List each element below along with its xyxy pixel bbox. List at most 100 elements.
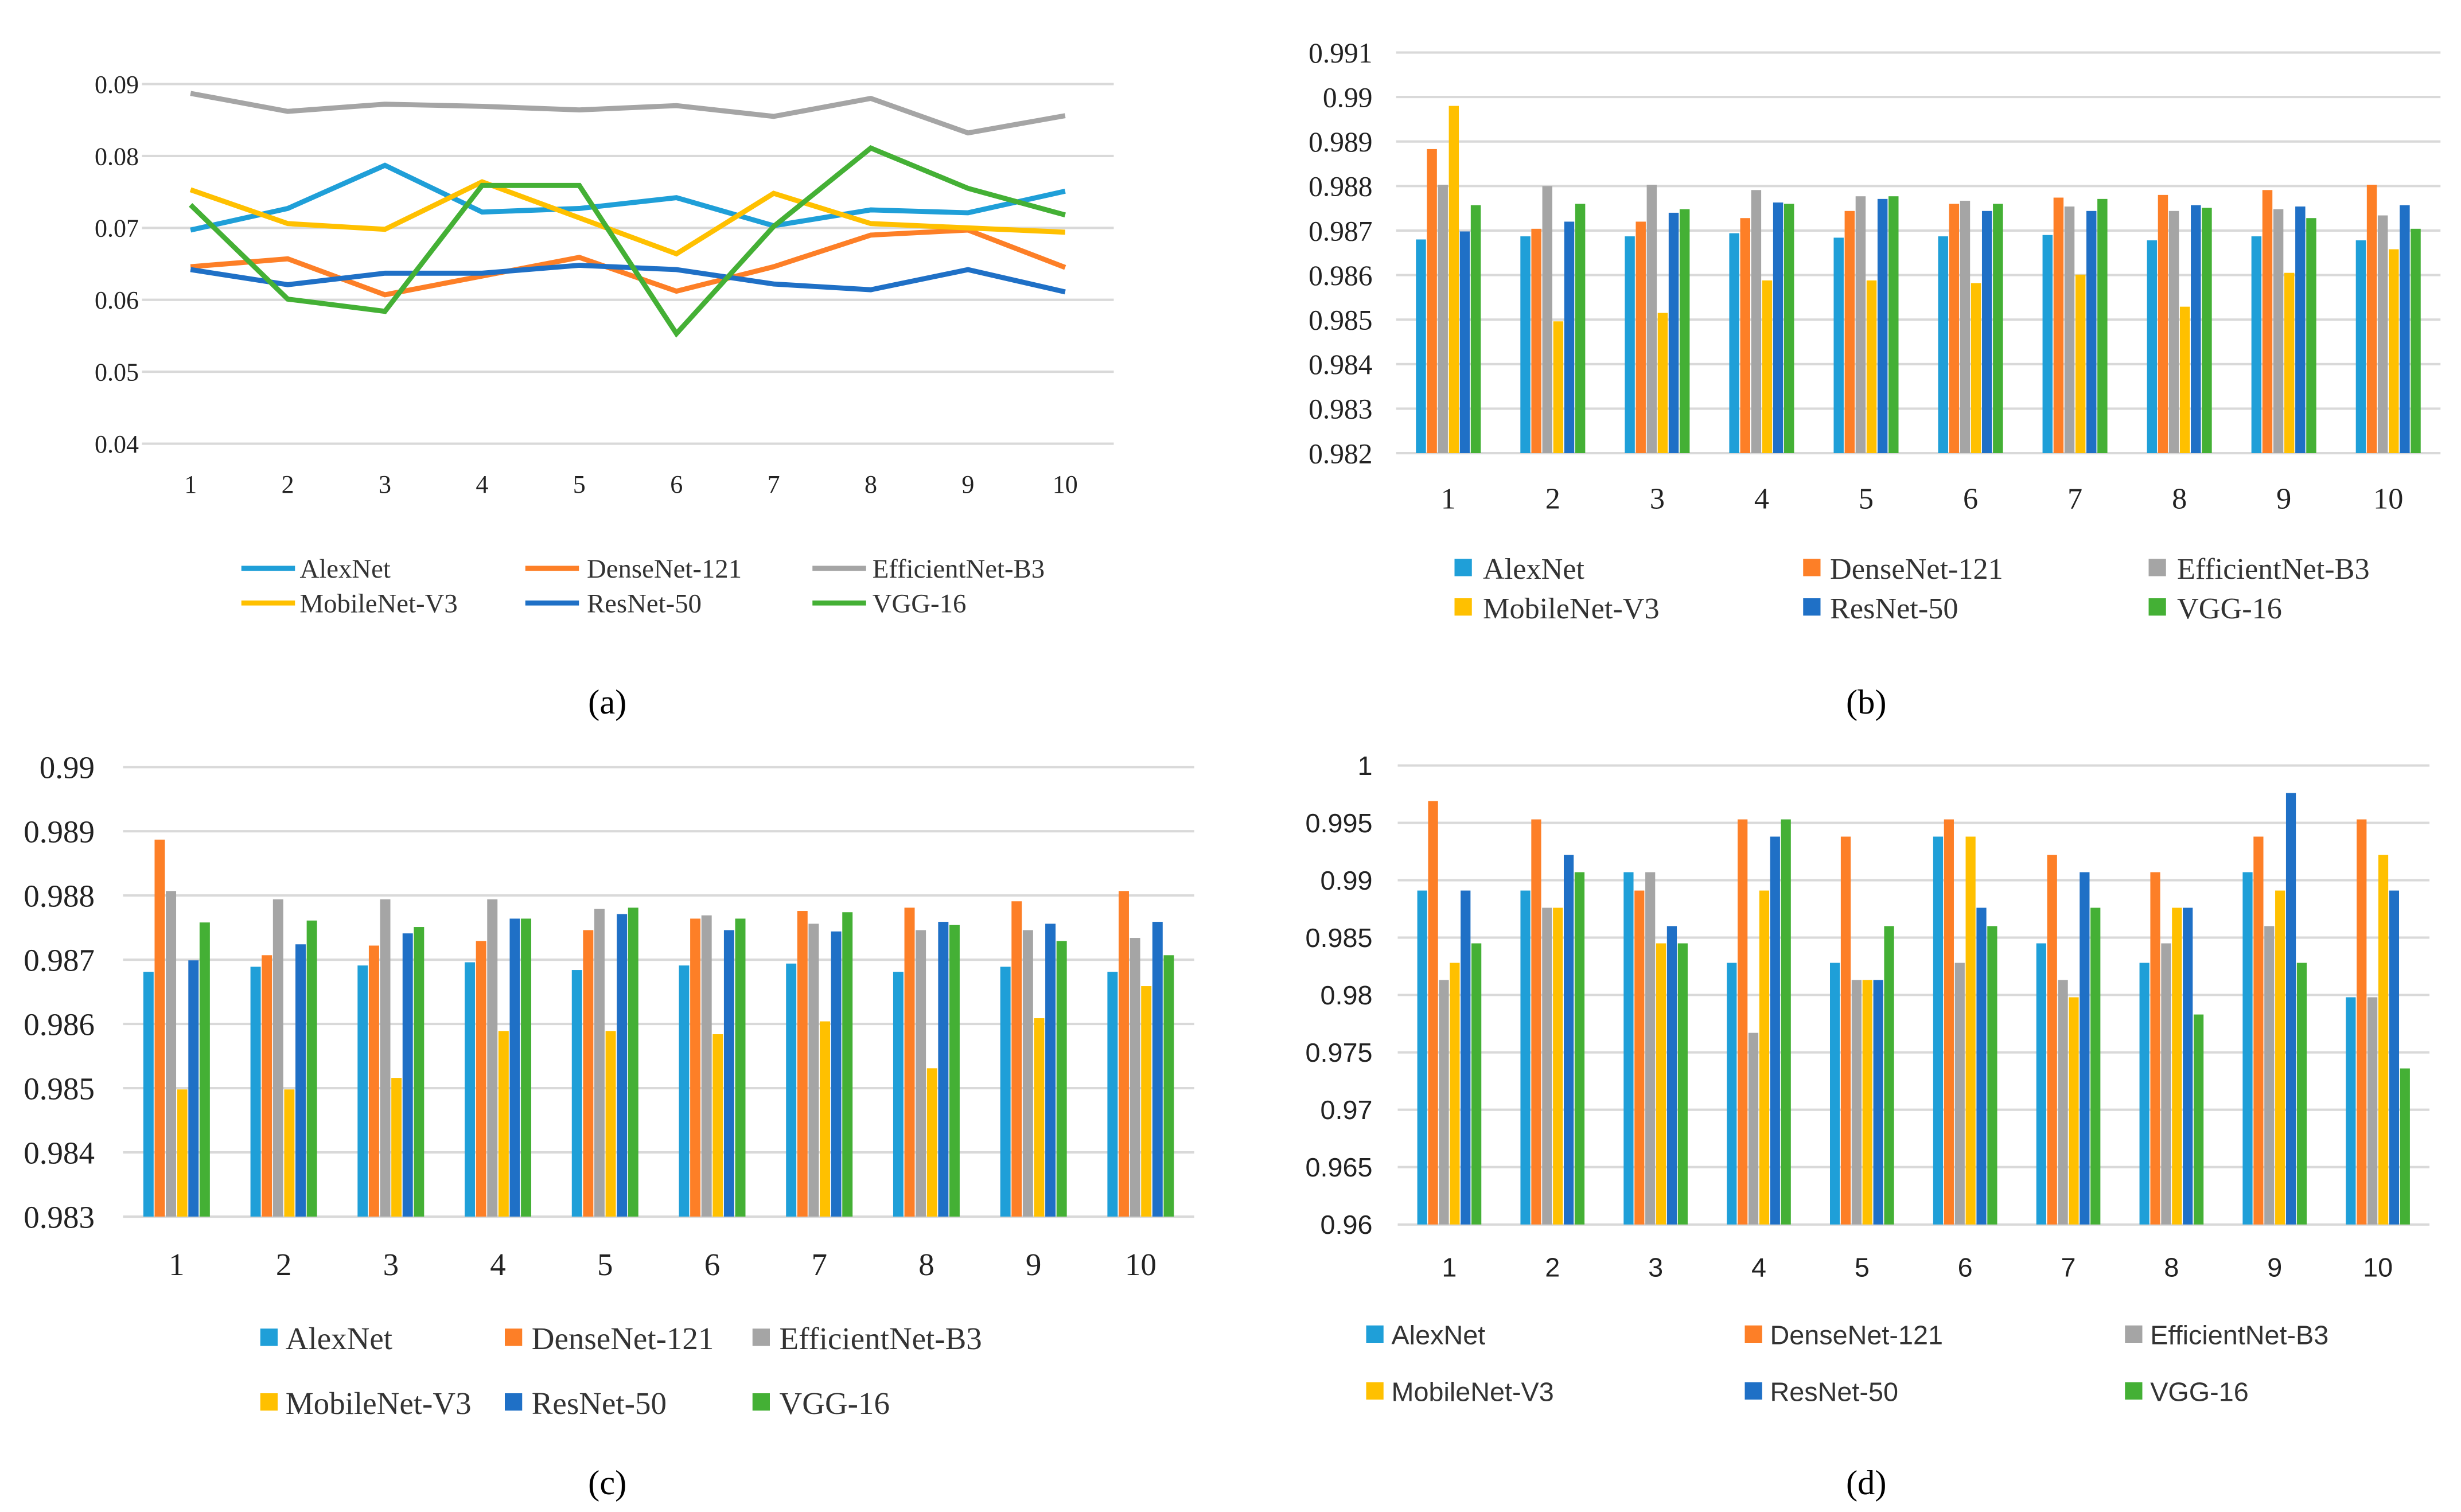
x-tick-label: 8 — [865, 470, 877, 498]
x-tick-label: 3 — [1650, 482, 1665, 515]
legend-label: AlexNet — [286, 1321, 392, 1356]
legend-square-swatch — [260, 1328, 278, 1346]
bar-densenet-121 — [1949, 204, 1960, 453]
bar-mobilenet-v3 — [1553, 321, 1564, 453]
legend-square-swatch — [505, 1393, 523, 1411]
bar-mobilenet-v3 — [2378, 855, 2389, 1225]
bar-alexnet — [1833, 237, 1844, 453]
bar-efficientnet-b3 — [2064, 206, 2075, 453]
x-tick-label: 7 — [2067, 482, 2082, 515]
x-tick-label: 6 — [1963, 482, 1978, 515]
x-tick-label: 4 — [1751, 1253, 1766, 1283]
bar-alexnet — [893, 972, 904, 1217]
y-tick-label: 0.07 — [95, 215, 139, 243]
legend-item: ResNet-50 — [1803, 592, 1958, 625]
data-point — [579, 257, 580, 258]
y-tick-label: 0.96 — [1321, 1210, 1373, 1240]
x-tick-label: 1 — [1441, 482, 1456, 515]
bar-resnet-50 — [1045, 923, 1056, 1217]
legend-square-swatch — [1366, 1382, 1384, 1400]
bar-resnet-50 — [1976, 907, 1987, 1225]
legend-label: DenseNet-121 — [1770, 1320, 1943, 1350]
x-tick-label: 3 — [383, 1247, 399, 1282]
bar-alexnet — [1000, 967, 1011, 1217]
bar-efficientnet-b3 — [2377, 215, 2388, 453]
bar-resnet-50 — [1873, 980, 1883, 1225]
x-tick-label: 2 — [1545, 1253, 1560, 1283]
bar-alexnet — [1829, 962, 1840, 1225]
bar-resnet-50 — [2400, 205, 2410, 453]
bar-efficientnet-b3 — [1542, 186, 1552, 453]
x-tick-label: 2 — [276, 1247, 292, 1282]
bar-densenet-121 — [154, 839, 165, 1217]
legend-label: EfficientNet-B3 — [873, 554, 1045, 584]
bar-efficientnet-b3 — [1954, 962, 1965, 1225]
bar-efficientnet-b3 — [1439, 980, 1449, 1225]
y-tick-label: 0.991 — [1309, 37, 1372, 69]
bar-vgg-16 — [1784, 204, 1794, 453]
bar-mobilenet-v3 — [2275, 890, 2285, 1225]
bar-mobilenet-v3 — [498, 1031, 509, 1217]
x-tick-label: 3 — [1648, 1253, 1663, 1283]
bar-mobilenet-v3 — [284, 1089, 295, 1217]
y-tick-label: 0.985 — [24, 1071, 95, 1106]
bar-resnet-50 — [938, 922, 949, 1217]
legend-item: VGG-16 — [752, 1386, 890, 1421]
bar-efficientnet-b3 — [2264, 926, 2275, 1225]
bar-densenet-121 — [1738, 819, 1748, 1225]
bar-densenet-121 — [2253, 836, 2264, 1225]
bar-efficientnet-b3 — [1645, 872, 1656, 1225]
x-tick-label: 9 — [1026, 1247, 1042, 1282]
bar-resnet-50 — [188, 960, 199, 1217]
bar-densenet-121 — [1427, 149, 1437, 453]
legend-label: AlexNet — [300, 554, 391, 584]
legend-square-swatch — [1803, 559, 1821, 576]
bar-resnet-50 — [295, 944, 306, 1217]
bar-vgg-16 — [2296, 962, 2307, 1225]
series-line-alexnet — [190, 162, 1066, 233]
bar-alexnet — [1416, 239, 1426, 453]
legend-item: MobileNet-V3 — [241, 589, 458, 619]
y-tick-label: 0.984 — [1309, 349, 1372, 380]
bar-resnet-50 — [617, 914, 628, 1217]
y-tick-label: 0.09 — [95, 71, 139, 99]
bar-alexnet — [2139, 962, 2150, 1225]
y-tick-label: 0.08 — [95, 142, 139, 170]
bar-mobilenet-v3 — [1141, 986, 1152, 1217]
series-line-vgg-16 — [189, 145, 1066, 338]
bar-resnet-50 — [509, 918, 520, 1217]
bar-efficientnet-b3 — [2058, 980, 2068, 1225]
x-tick-label: 5 — [573, 470, 586, 498]
bar-densenet-121 — [368, 945, 379, 1217]
x-tick-label: 5 — [597, 1247, 613, 1282]
legend-item: AlexNet — [260, 1321, 392, 1356]
bar-efficientnet-b3 — [1851, 980, 1862, 1225]
bar-vgg-16 — [1781, 819, 1791, 1225]
data-point — [579, 208, 580, 209]
bar-alexnet — [2036, 943, 2046, 1225]
bar-mobilenet-v3 — [926, 1068, 937, 1217]
bar-mobilenet-v3 — [712, 1034, 723, 1217]
bar-densenet-121 — [2158, 194, 2168, 453]
legend-item: ResNet-50 — [525, 589, 702, 619]
bar-alexnet — [679, 965, 690, 1217]
bar-mobilenet-v3 — [1034, 1018, 1045, 1217]
bar-vgg-16 — [628, 907, 638, 1217]
legend-label: AlexNet — [1392, 1320, 1486, 1350]
bar-vgg-16 — [1575, 204, 1586, 453]
legend-item: DenseNet-121 — [1744, 1320, 1943, 1350]
bar-alexnet — [250, 967, 261, 1217]
y-tick-label: 0.05 — [95, 358, 139, 387]
bar-mobilenet-v3 — [2069, 997, 2079, 1225]
bar-mobilenet-v3 — [391, 1078, 402, 1217]
bar-alexnet — [1520, 890, 1531, 1225]
bar-vgg-16 — [1884, 926, 1894, 1225]
bar-densenet-121 — [2366, 185, 2377, 453]
data-point — [773, 283, 774, 285]
bar-densenet-121 — [904, 907, 915, 1217]
bar-efficientnet-b3 — [1751, 190, 1762, 453]
legend-item: DenseNet-121 — [525, 554, 742, 584]
x-tick-label: 6 — [1958, 1253, 1973, 1283]
bar-vgg-16 — [1471, 943, 1482, 1225]
series-line-mobilenet-v3 — [189, 179, 1065, 257]
